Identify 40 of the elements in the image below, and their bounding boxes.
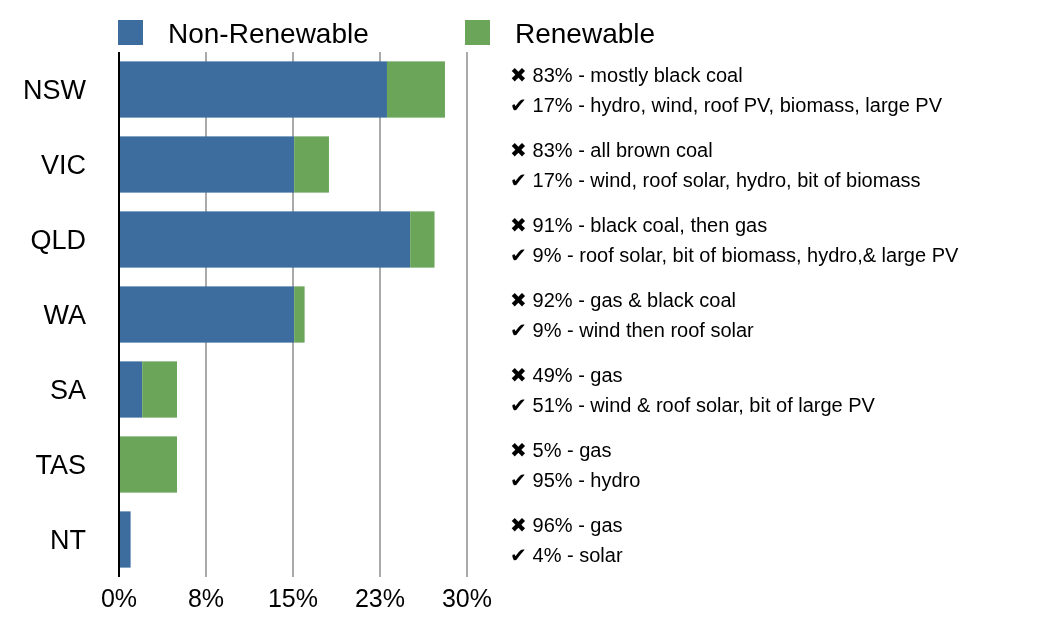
text: ✔ 9% - wind then roof solar bbox=[510, 318, 755, 341]
text: ✖ 91% - black coal, then gas bbox=[510, 213, 768, 236]
text: ✔ 95% - hydro bbox=[510, 468, 641, 491]
bar bbox=[386, 61, 445, 118]
bar bbox=[119, 286, 295, 343]
text: ✖ 49% - gas bbox=[510, 363, 623, 386]
bar bbox=[119, 211, 411, 268]
bar bbox=[294, 136, 329, 193]
text: ✔ 17% - wind, roof solar, hydro, bit of biomass bbox=[510, 168, 921, 191]
text: ✔ 51% - wind & roof solar, bit of large PV bbox=[510, 393, 876, 416]
text: ✖ 92% - gas & black coal bbox=[510, 288, 736, 311]
y-tick-label: NT bbox=[50, 524, 86, 555]
y-tick-label: TAS bbox=[35, 449, 86, 480]
text: ✔ 17% - hydro, wind, roof PV, biomass, large PV bbox=[510, 93, 943, 116]
y-tick-label: QLD bbox=[30, 224, 86, 255]
bar bbox=[119, 136, 295, 193]
text: ✖ 5% - gas bbox=[510, 438, 612, 461]
bar bbox=[119, 511, 131, 568]
bar bbox=[294, 286, 305, 343]
bar bbox=[119, 436, 177, 493]
x-tick-label: 23% bbox=[354, 584, 406, 612]
x-tick-label: 8% bbox=[187, 584, 225, 612]
x-tick-label: 15% bbox=[267, 584, 319, 612]
bar bbox=[142, 361, 177, 418]
text: ✖ 83% - all brown coal bbox=[510, 138, 713, 161]
text: ✖ 83% - mostly black coal bbox=[510, 63, 743, 86]
text: ✖ 96% - gas bbox=[510, 513, 623, 536]
y-tick-label: NSW bbox=[23, 74, 87, 105]
x-tick-label: 0% bbox=[100, 584, 138, 612]
text: ✔ 4% - solar bbox=[510, 543, 623, 566]
legend-label: Renewable bbox=[515, 17, 656, 49]
y-tick-label: SA bbox=[49, 374, 86, 405]
text: ✔ 9% - roof solar, bit of biomass, hydro,& large PV bbox=[510, 243, 959, 266]
x-tick-label: 30% bbox=[441, 584, 493, 612]
y-tick-label: WA bbox=[43, 299, 86, 330]
y-tick-label: VIC bbox=[40, 149, 86, 180]
bar bbox=[119, 61, 387, 118]
legend-label: Non-Renewable bbox=[168, 17, 369, 49]
bar bbox=[119, 361, 143, 418]
bar bbox=[410, 211, 435, 268]
